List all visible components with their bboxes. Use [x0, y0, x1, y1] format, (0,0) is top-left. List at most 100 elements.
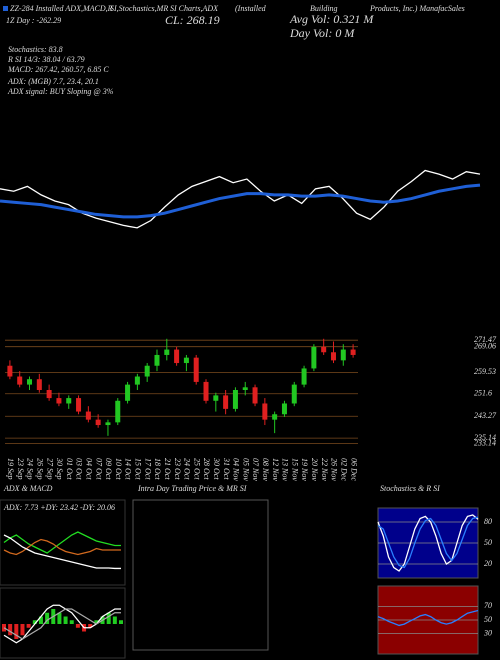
- candle-body: [36, 379, 42, 390]
- histogram-bar: [75, 624, 80, 628]
- candle-body: [154, 354, 160, 366]
- candle-body: [17, 376, 23, 385]
- x-tick-label: 10 Oct: [114, 458, 123, 480]
- histogram-bar: [57, 612, 62, 624]
- histogram-bar: [14, 624, 19, 639]
- x-tick-label: 23 Oct: [173, 458, 182, 480]
- x-tick-label: 07 Nov: [251, 458, 260, 481]
- x-tick-label: 20 Nov: [310, 458, 319, 481]
- x-tick-label: 26 Nov: [330, 458, 339, 481]
- candle-body: [340, 349, 346, 361]
- candle-body: [321, 346, 327, 353]
- histogram-bar: [8, 624, 13, 636]
- candle-body: [232, 390, 238, 409]
- candle-body: [350, 349, 356, 355]
- indicator-line: [0, 183, 481, 219]
- candle-body: [252, 387, 258, 404]
- candle-body: [311, 346, 317, 369]
- x-tick-label: 26 Sep: [35, 458, 44, 480]
- panel-title: Intra Day Trading Price & MR SI: [137, 484, 247, 493]
- x-tick-label: 05 Nov: [241, 458, 250, 481]
- candle-body: [272, 414, 278, 420]
- candle-body: [7, 365, 13, 377]
- y-tick-label: 233.14: [474, 438, 496, 447]
- adx-panel: [0, 499, 126, 586]
- y-tick-label: 251.6: [474, 389, 492, 398]
- y-tick-label: 271.47: [474, 335, 497, 344]
- candle-body: [105, 422, 111, 426]
- histogram-bar: [69, 620, 74, 624]
- candle-body: [125, 384, 131, 401]
- indicator-line: [377, 609, 479, 627]
- y-tick-label: 50: [484, 538, 492, 547]
- x-tick-label: 04 Oct: [85, 458, 94, 480]
- x-tick-label: 28 Oct: [202, 458, 211, 480]
- candle-body: [262, 403, 268, 420]
- histogram-bar: [88, 624, 93, 628]
- x-tick-label: 24 Oct: [183, 458, 192, 480]
- x-tick-label: 07 Oct: [94, 458, 103, 480]
- x-tick-label: 04 Nov: [232, 458, 241, 481]
- indicator-line: [3, 538, 121, 556]
- x-tick-label: 30 Oct: [212, 457, 221, 480]
- stat: MACD: 267.42, 260.57, 6.85 C: [7, 65, 109, 74]
- candle-body: [66, 398, 72, 404]
- x-tick-label: 17 Oct: [143, 458, 152, 480]
- x-tick-label: 21 Oct: [163, 458, 172, 480]
- x-tick-label: 24 Sep: [26, 458, 35, 480]
- day-change: 1Z Day : -262.29: [6, 16, 61, 25]
- candle-body: [193, 357, 199, 382]
- x-tick-label: 30 Sep: [55, 457, 64, 480]
- x-tick-label: 22 Nov: [320, 458, 329, 481]
- histogram-bar: [112, 616, 117, 624]
- x-tick-label: 15 Nov: [290, 458, 299, 481]
- indicator-line: [3, 534, 121, 570]
- histogram-bar: [38, 616, 43, 624]
- x-tick-label: 19 Nov: [300, 458, 309, 481]
- histogram-bar: [119, 620, 123, 624]
- y-tick-label: 70: [484, 601, 492, 610]
- candle-body: [213, 395, 219, 401]
- x-tick-label: 01 Oct: [65, 458, 74, 480]
- histogram-bar: [26, 624, 31, 628]
- avg-volume: Avg Vol: 0.321 M: [289, 12, 374, 26]
- x-tick-label: 12 Nov: [271, 458, 280, 481]
- header-text: ZZ-284 Installed ADX,MACD,R: [10, 4, 113, 13]
- candle-body: [95, 419, 101, 426]
- indicator-readout: ADX: 7.73 +DY: 23.42 -DY: 20.06: [3, 503, 115, 512]
- x-tick-label: 27 Sep: [45, 458, 54, 480]
- x-tick-label: 14 Oct: [124, 458, 133, 480]
- histogram-bar: [63, 616, 68, 624]
- day-volume: Day Vol: 0 M: [289, 26, 355, 40]
- x-tick-label: 08 Nov: [261, 458, 270, 481]
- candle-body: [291, 384, 297, 404]
- macd-panel: [0, 587, 126, 659]
- logo: [3, 6, 8, 11]
- y-tick-label: 269.06: [474, 342, 496, 351]
- panel-title: Stochastics & R SI: [380, 484, 440, 493]
- intraday-panel: [132, 499, 269, 651]
- header-text: (Installed: [235, 4, 267, 13]
- candle-body: [56, 398, 62, 404]
- x-tick-label: 02 Dec: [339, 458, 348, 481]
- y-tick-label: 50: [484, 615, 492, 624]
- stat: R SI 14/3: 38.04 / 63.79: [7, 55, 85, 64]
- x-tick-label: 23 Sep: [16, 458, 25, 480]
- header-text: SI,Stochastics,MR: [110, 4, 168, 13]
- stat: Stochastics: 83.8: [8, 45, 63, 54]
- indicator-line: [377, 516, 479, 569]
- x-tick-label: 09 Oct: [104, 458, 113, 480]
- y-tick-label: 243.27: [474, 411, 497, 420]
- histogram-bar: [94, 620, 99, 624]
- stat: ADX signal: BUY Sloping @ 3%: [7, 87, 114, 96]
- candle-body: [27, 379, 33, 385]
- candle-body: [46, 390, 52, 399]
- x-tick-label: 03 Oct: [75, 458, 84, 480]
- y-tick-label: 235.14: [474, 433, 496, 442]
- x-tick-label: 06 Dec: [349, 458, 358, 481]
- y-tick-label: 80: [484, 517, 492, 526]
- header-text: SI Charts,ADX: [170, 4, 219, 13]
- header-text: Products, Inc.) ManafacSales: [369, 4, 465, 13]
- candle-body: [164, 349, 170, 355]
